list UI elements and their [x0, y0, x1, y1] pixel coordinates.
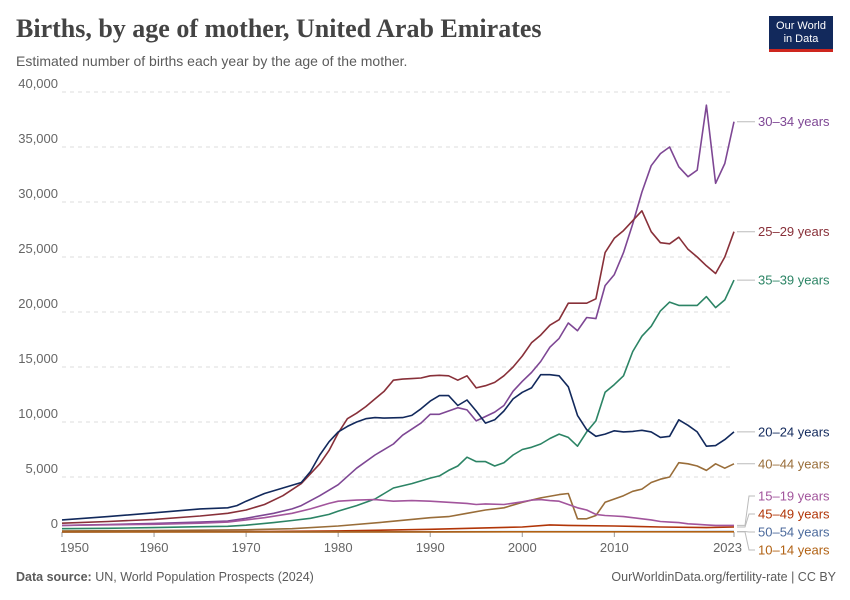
footer-link[interactable]: OurWorldinData.org/fertility-rate | CC B…	[611, 570, 836, 584]
series-line-40–44 years[interactable]	[61, 461, 735, 532]
series-line-20–24 years[interactable]	[61, 373, 735, 521]
y-tick-label: 5,000	[25, 461, 58, 476]
series-line-25–29 years[interactable]	[61, 210, 735, 524]
y-tick-label: 25,000	[18, 241, 58, 256]
series-line-15–19 years[interactable]	[61, 498, 734, 527]
series-label[interactable]: 40–44 years	[758, 456, 830, 471]
logo-line-1: Our World	[776, 20, 826, 32]
x-tick-label: 1960	[140, 540, 169, 555]
x-tick-label: 2023	[713, 540, 742, 555]
series-label[interactable]: 35–39 years	[758, 273, 830, 288]
x-tick-label: 1970	[232, 540, 261, 555]
series-label-connector	[737, 495, 755, 526]
series-line-30–34 years[interactable]	[61, 104, 735, 527]
owid-logo[interactable]: Our World in Data	[769, 16, 833, 52]
y-tick-label: 15,000	[18, 351, 58, 366]
series-line-35–39 years[interactable]	[61, 279, 735, 530]
series-label[interactable]: 25–29 years	[758, 224, 830, 239]
series-label-connector	[737, 531, 755, 551]
series-label[interactable]: 30–34 years	[758, 114, 830, 129]
logo-line-2: in Data	[783, 33, 819, 45]
y-tick-label: 35,000	[18, 131, 58, 146]
series-label[interactable]: 10–14 years	[758, 543, 830, 558]
series-label[interactable]: 45–49 years	[758, 507, 830, 522]
y-tick-label: 40,000	[18, 76, 58, 91]
x-tick-label: 2000	[508, 540, 537, 555]
chart-subtitle: Estimated number of births each year by …	[16, 53, 408, 69]
data-source: Data source: UN, World Population Prospe…	[16, 570, 314, 584]
series-label-connector	[737, 513, 755, 528]
x-tick-label: 1980	[324, 540, 353, 555]
series-label[interactable]: 15–19 years	[758, 489, 830, 504]
series-label[interactable]: 50–54 years	[758, 525, 830, 540]
chart-title: Births, by age of mother, United Arab Em…	[16, 14, 542, 43]
x-tick-label: 1950	[60, 540, 89, 555]
series-label[interactable]: 20–24 years	[758, 424, 830, 439]
y-tick-label: 30,000	[18, 186, 58, 201]
data-source-text: UN, World Population Prospects (2024)	[91, 570, 314, 584]
y-tick-label: 10,000	[18, 406, 58, 421]
data-source-label: Data source:	[16, 570, 92, 584]
y-tick-label: 20,000	[18, 296, 58, 311]
x-tick-label: 2010	[600, 540, 629, 555]
line-chart: 0 5,000 10,000 15,000 20,000 25,000 30,000 35,0…	[18, 76, 830, 558]
x-tick-label: 1990	[416, 540, 445, 555]
y-tick-label: 0	[51, 516, 58, 531]
